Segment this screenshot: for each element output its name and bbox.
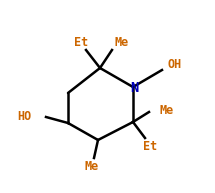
Text: Me: Me — [115, 36, 129, 49]
Text: Me: Me — [85, 159, 99, 173]
Text: N: N — [130, 81, 138, 95]
Text: Me: Me — [159, 103, 173, 117]
Text: Et: Et — [143, 140, 157, 152]
Text: HO: HO — [18, 111, 32, 124]
Text: OH: OH — [168, 58, 182, 70]
Text: Et: Et — [74, 36, 88, 49]
